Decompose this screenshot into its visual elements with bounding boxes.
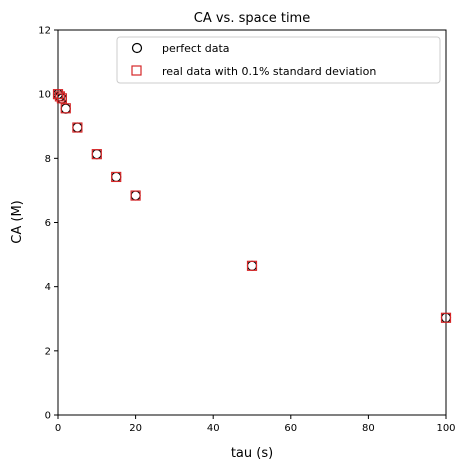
data-point-real	[54, 91, 66, 102]
x-tick-label: 100	[436, 423, 455, 434]
x-tick-label: 0	[55, 423, 61, 434]
y-tick-label: 12	[38, 26, 51, 37]
legend: perfect data real data with 0.1% standar…	[116, 36, 441, 84]
legend-marker-perfect-data	[131, 42, 143, 54]
y-tick-label: 6	[45, 218, 51, 229]
data-point-real	[130, 190, 141, 201]
x-tick-label: 40	[207, 423, 220, 434]
data-point-real	[440, 312, 452, 323]
data-point-perfect	[111, 171, 122, 183]
x-axis-label: tau (s)	[231, 446, 273, 461]
data-point-perfect	[72, 122, 83, 133]
y-tick-label: 0	[45, 411, 51, 422]
y-tick-label: 8	[45, 154, 51, 165]
data-point-perfect	[130, 190, 141, 201]
chart-title: CA vs. space time	[194, 11, 310, 26]
data-point-perfect	[60, 103, 71, 114]
data-point-real	[111, 171, 122, 183]
y-tick-label: 2	[45, 346, 51, 357]
x-axis: 0 20 40 60 80 100	[55, 415, 456, 434]
y-tick-label: 10	[38, 90, 51, 101]
data-points	[52, 89, 452, 323]
y-axis-label: CA (M)	[10, 200, 25, 243]
x-tick-label: 60	[284, 423, 297, 434]
data-point-real	[72, 122, 83, 133]
data-point-perfect	[91, 149, 102, 160]
plot-frame	[57, 29, 447, 416]
x-tick-label: 20	[129, 423, 142, 434]
legend-box	[116, 36, 441, 84]
legend-label-real-data: real data with 0.1% standard deviation	[162, 65, 376, 78]
y-tick-label: 4	[45, 282, 51, 293]
y-axis: 0 2 4 6 8 10 12	[38, 26, 58, 422]
legend-marker-real-data	[131, 65, 142, 76]
plot-area	[57, 29, 447, 416]
data-point-perfect	[246, 260, 258, 271]
data-point-real	[60, 103, 71, 114]
legend-label-perfect-data: perfect data	[162, 42, 230, 55]
data-point-real	[56, 93, 67, 104]
data-point-real	[246, 260, 258, 271]
data-point-real	[91, 149, 102, 160]
x-tick-label: 80	[362, 423, 375, 434]
